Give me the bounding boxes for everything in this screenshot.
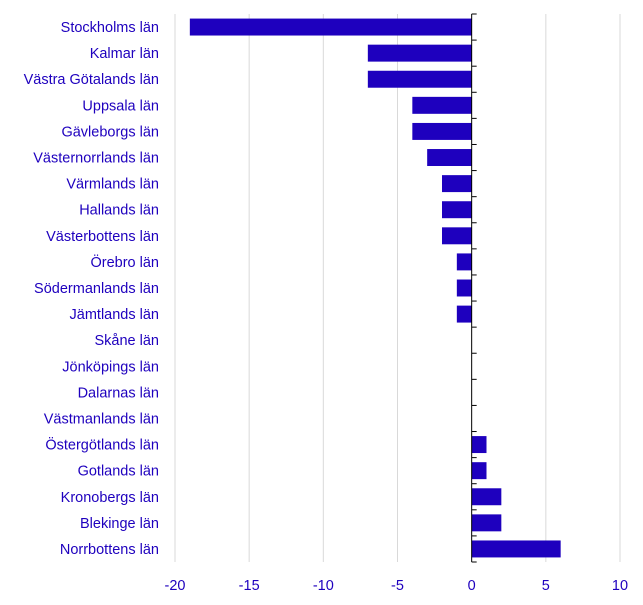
category-label-20: Norrbottens län: [60, 542, 159, 558]
bar-19: [471, 514, 502, 532]
bar-17: [471, 462, 487, 480]
bar-20: [471, 540, 561, 558]
category-label-5: Västernorrlands län: [33, 151, 159, 167]
x-tick-label-2: -10: [313, 578, 334, 594]
bar-10: [456, 279, 472, 297]
x-tick-label-1: -15: [239, 578, 260, 594]
x-tick-label-6: 10: [612, 578, 628, 594]
category-label-15: Västmanlands län: [44, 411, 159, 427]
category-label-12: Skåne län: [95, 333, 160, 349]
category-label-3: Uppsala län: [82, 98, 159, 114]
x-axis-ticks: -20 -15 -10 -5 0 5 10: [165, 578, 629, 594]
x-tick-label-0: -20: [165, 578, 186, 594]
gridlines: [174, 14, 621, 562]
bar-4: [412, 122, 472, 140]
category-label-2: Västra Götalands län: [24, 72, 159, 88]
category-label-4: Gävleborgs län: [61, 124, 159, 140]
category-label-16: Östergötlands län: [45, 436, 159, 454]
category-label-7: Hallands län: [79, 203, 159, 219]
category-label-8: Västerbottens län: [46, 229, 159, 245]
category-label-0: Stockholms län: [61, 20, 159, 36]
x-tick-label-5: 5: [542, 578, 550, 594]
zero-axis: [471, 13, 477, 563]
bar-11: [456, 305, 472, 323]
bars: [189, 18, 561, 558]
category-label-9: Örebro län: [90, 253, 159, 271]
category-label-6: Värmlands län: [66, 177, 159, 193]
category-label-13: Jönköpings län: [62, 359, 159, 375]
category-labels: Stockholms län Kalmar län Västra Götalands…: [24, 20, 159, 558]
category-label-18: Kronobergs län: [61, 490, 159, 506]
bar-8: [442, 227, 472, 245]
category-label-10: Södermanlands län: [34, 281, 159, 297]
category-label-1: Kalmar län: [90, 46, 159, 62]
bar-18: [471, 488, 502, 506]
bar-3: [412, 96, 472, 114]
bar-0: [189, 18, 472, 36]
category-label-19: Blekinge län: [80, 516, 159, 532]
category-label-11: Jämtlands län: [70, 307, 159, 323]
bar-9: [456, 253, 472, 271]
category-label-14: Dalarnas län: [78, 385, 159, 401]
category-label-17: Gotlands län: [78, 464, 159, 480]
bar-16: [471, 436, 487, 454]
bar-7: [442, 201, 472, 219]
bar-2: [367, 70, 472, 88]
bar-5: [427, 149, 472, 167]
bar-1: [367, 44, 472, 62]
x-tick-label-3: -5: [391, 578, 404, 594]
x-tick-label-4: 0: [468, 578, 476, 594]
bar-6: [442, 175, 472, 193]
